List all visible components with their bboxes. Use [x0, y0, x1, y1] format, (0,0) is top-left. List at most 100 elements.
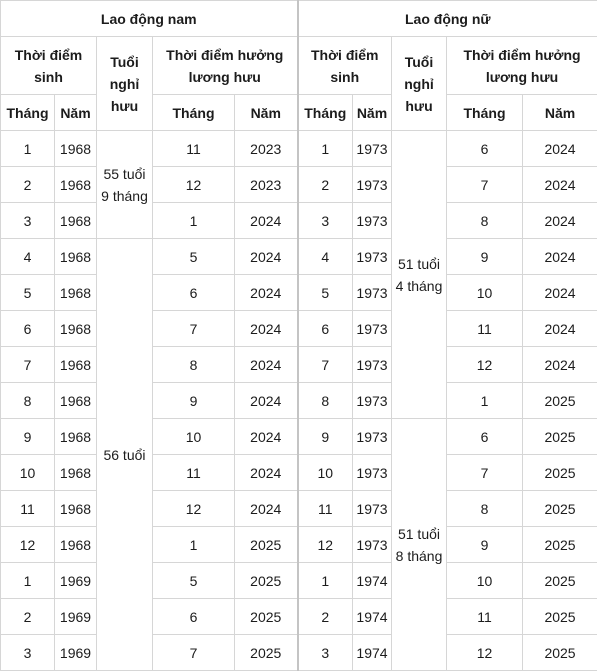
male-birth-month-header: Tháng — [1, 95, 55, 131]
male-birth-month-cell: 2 — [1, 167, 55, 203]
male-group-header: Lao động nam — [1, 1, 298, 37]
male-pension-month-cell: 7 — [153, 311, 235, 347]
female-pension-month-cell: 11 — [447, 311, 523, 347]
female-birth-month-cell: 1 — [298, 131, 353, 167]
male-pension-month-cell: 6 — [153, 275, 235, 311]
female-pension-year-cell: 2025 — [523, 563, 597, 599]
female-birth-month-cell: 2 — [298, 599, 353, 635]
female-pension-year-cell: 2024 — [523, 239, 597, 275]
unit-header-row: Tháng Năm Tháng Năm Tháng Năm Tháng Năm — [1, 95, 597, 131]
male-pension-month-cell: 10 — [153, 419, 235, 455]
male-pension-month-cell: 9 — [153, 383, 235, 419]
male-birth-year-cell: 1968 — [55, 527, 97, 563]
male-pension-month-cell: 1 — [153, 203, 235, 239]
male-birth-time-header: Thời điểm sinh — [1, 37, 97, 95]
male-pension-month-cell: 11 — [153, 131, 235, 167]
female-pension-month-cell: 11 — [447, 599, 523, 635]
male-pension-year-cell: 2024 — [235, 239, 298, 275]
male-birth-month-cell: 1 — [1, 563, 55, 599]
female-pension-year-cell: 2024 — [523, 131, 597, 167]
male-retirement-age-cell: 55 tuổi 9 tháng — [97, 131, 153, 239]
male-birth-year-cell: 1968 — [55, 275, 97, 311]
male-birth-year-cell: 1968 — [55, 239, 97, 275]
male-pension-month-cell: 8 — [153, 347, 235, 383]
male-birth-month-cell: 5 — [1, 275, 55, 311]
female-birth-year-cell: 1973 — [353, 419, 392, 455]
female-birth-month-cell: 5 — [298, 275, 353, 311]
male-birth-month-cell: 10 — [1, 455, 55, 491]
female-birth-month-cell: 7 — [298, 347, 353, 383]
female-retirement-age-header: Tuổi nghỉ hưu — [392, 37, 447, 131]
female-pension-year-cell: 2024 — [523, 347, 597, 383]
female-pension-year-cell: 2025 — [523, 383, 597, 419]
female-pension-month-cell: 10 — [447, 563, 523, 599]
male-birth-month-cell: 4 — [1, 239, 55, 275]
male-birth-month-cell: 12 — [1, 527, 55, 563]
male-pension-year-cell: 2024 — [235, 383, 298, 419]
female-pension-month-cell: 12 — [447, 347, 523, 383]
female-birth-year-cell: 1974 — [353, 599, 392, 635]
male-pension-year-cell: 2024 — [235, 203, 298, 239]
female-birth-month-cell: 3 — [298, 203, 353, 239]
male-pension-month-cell: 11 — [153, 455, 235, 491]
female-pension-month-cell: 1 — [447, 383, 523, 419]
male-birth-month-cell: 2 — [1, 599, 55, 635]
female-birth-year-header: Năm — [353, 95, 392, 131]
female-pension-year-cell: 2025 — [523, 491, 597, 527]
female-group-header: Lao động nữ — [298, 1, 597, 37]
female-birth-month-cell: 3 — [298, 635, 353, 671]
male-pension-year-cell: 2025 — [235, 635, 298, 671]
female-retirement-age-cell: 51 tuổi 4 tháng — [392, 131, 447, 419]
female-retirement-age-cell: 51 tuổi 8 tháng — [392, 419, 447, 671]
male-retirement-age-cell: 56 tuổi — [97, 239, 153, 671]
male-birth-month-cell: 8 — [1, 383, 55, 419]
female-pension-month-cell: 12 — [447, 635, 523, 671]
male-pension-time-header: Thời điểm hưởng lương hưu — [153, 37, 298, 95]
female-birth-month-cell: 1 — [298, 563, 353, 599]
male-retirement-age-header: Tuổi nghỉ hưu — [97, 37, 153, 131]
male-pension-year-cell: 2024 — [235, 419, 298, 455]
male-birth-month-cell: 6 — [1, 311, 55, 347]
male-birth-year-cell: 1968 — [55, 347, 97, 383]
male-birth-year-cell: 1968 — [55, 491, 97, 527]
male-pension-year-header: Năm — [235, 95, 298, 131]
male-pension-year-cell: 2023 — [235, 167, 298, 203]
female-pension-month-cell: 7 — [447, 455, 523, 491]
male-pension-year-cell: 2023 — [235, 131, 298, 167]
male-birth-year-cell: 1968 — [55, 419, 97, 455]
female-birth-year-cell: 1974 — [353, 563, 392, 599]
male-birth-month-cell: 7 — [1, 347, 55, 383]
male-pension-month-cell: 1 — [153, 527, 235, 563]
male-pension-month-cell: 7 — [153, 635, 235, 671]
male-birth-year-cell: 1969 — [55, 635, 97, 671]
male-birth-month-cell: 9 — [1, 419, 55, 455]
group-header-row: Lao động nam Lao động nữ — [1, 1, 597, 37]
male-birth-month-cell: 1 — [1, 131, 55, 167]
female-birth-month-cell: 6 — [298, 311, 353, 347]
male-pension-month-cell: 5 — [153, 563, 235, 599]
female-pension-month-cell: 8 — [447, 203, 523, 239]
female-birth-year-cell: 1974 — [353, 635, 392, 671]
female-pension-month-cell: 6 — [447, 419, 523, 455]
female-birth-year-cell: 1973 — [353, 239, 392, 275]
male-pension-year-cell: 2024 — [235, 275, 298, 311]
male-birth-year-cell: 1969 — [55, 563, 97, 599]
male-birth-year-cell: 1968 — [55, 311, 97, 347]
female-birth-month-cell: 4 — [298, 239, 353, 275]
female-birth-year-cell: 1973 — [353, 131, 392, 167]
male-birth-year-cell: 1968 — [55, 383, 97, 419]
female-birth-year-cell: 1973 — [353, 311, 392, 347]
female-pension-month-cell: 6 — [447, 131, 523, 167]
male-pension-month-header: Tháng — [153, 95, 235, 131]
female-pension-time-header: Thời điểm hưởng lương hưu — [447, 37, 597, 95]
male-birth-month-cell: 11 — [1, 491, 55, 527]
